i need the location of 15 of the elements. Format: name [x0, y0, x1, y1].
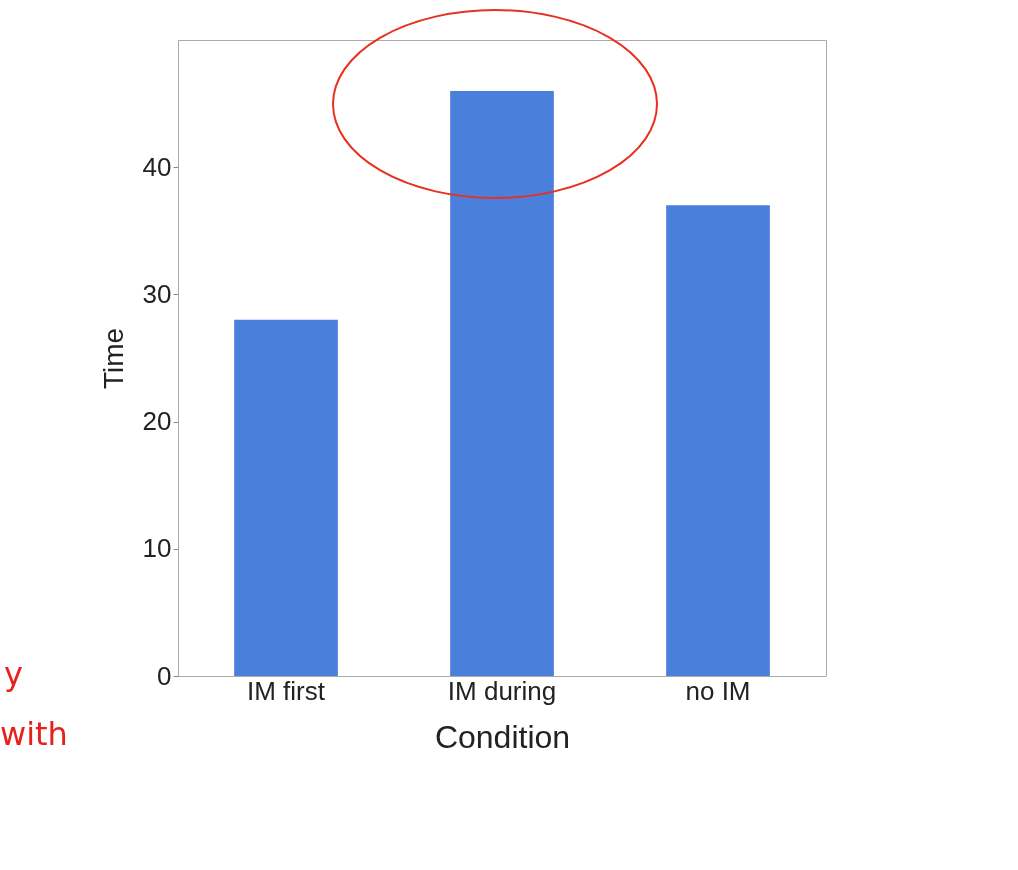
bar — [450, 90, 554, 676]
y-tick-label: 20 — [142, 406, 172, 437]
y-tick-label: 10 — [142, 533, 172, 564]
y-tick-label: 0 — [157, 660, 172, 691]
text: with — [0, 715, 68, 753]
x-axis-title: Condition — [434, 718, 571, 755]
y-tick-label: 40 — [142, 151, 172, 182]
bar — [234, 319, 338, 676]
bar — [666, 205, 770, 676]
y-tick-label: 30 — [142, 278, 172, 309]
x-tick-label: no IM — [685, 675, 751, 706]
text: y — [4, 655, 23, 693]
x-tick-label: IM during — [447, 675, 557, 706]
x-tick-label: IM first — [247, 675, 326, 706]
y-axis-title: Time — [97, 327, 129, 390]
